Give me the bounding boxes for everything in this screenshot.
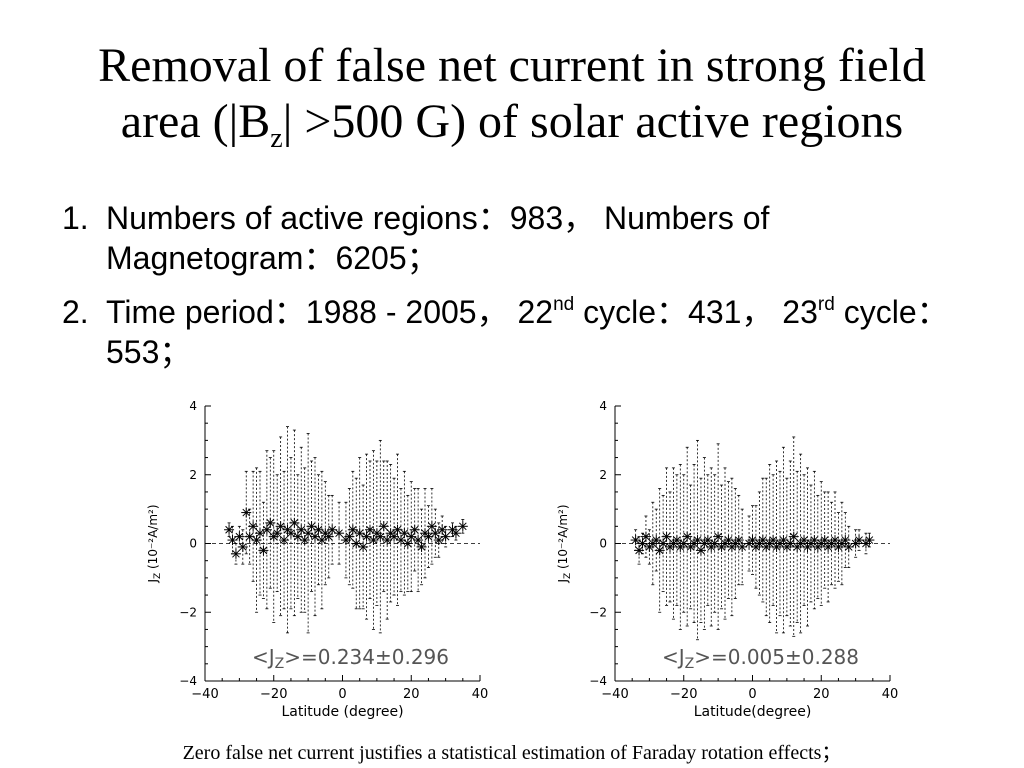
bullet-item: 1. Numbers of active regions：983， Numbers… <box>62 198 1002 278</box>
x-tick-label: −40 <box>191 687 218 702</box>
x-axis-label: Latitude (degree) <box>281 704 403 720</box>
data-point <box>285 528 296 539</box>
y-tick-label: 0 <box>189 537 197 551</box>
data-point <box>334 528 345 539</box>
slide-caption: Zero false net current justifies a stati… <box>182 742 842 764</box>
chart-right: −4 −2 0 2 4 −40 −20 0 20 40 <JZ>=0.005±0.288 Latitu… <box>540 396 900 726</box>
data-point <box>630 535 641 546</box>
data-point <box>224 524 235 535</box>
ordinal-suffix: rd <box>817 294 835 315</box>
data-point <box>661 531 672 542</box>
ylabel-sub: Z <box>563 573 573 579</box>
y-axis-label: JZ (10⁻²A/m²) <box>146 504 163 583</box>
data-point <box>654 545 665 556</box>
annotation-post: >=0.234±0.296 <box>284 645 449 669</box>
bullet-text: Time period：1988 - 2005， 22 <box>106 294 554 330</box>
x-tick-label: 40 <box>882 687 899 702</box>
bullet-text: cycle：431， 23 <box>574 294 818 330</box>
y-tick-label: −2 <box>179 605 197 619</box>
annotation-sub: Z <box>685 656 695 672</box>
x-tick-label: 20 <box>813 687 830 702</box>
data-point <box>365 524 375 535</box>
annotation-pre: <J <box>662 645 685 669</box>
data-point <box>768 535 779 546</box>
mean-annotation: <JZ>=0.234±0.296 <box>252 645 449 672</box>
title-line-2-pre: area (|B <box>120 95 271 148</box>
data-point <box>399 528 410 539</box>
ylabel-unit: (10⁻²A/m²) <box>556 504 570 572</box>
bullet-list: 1. Numbers of active regions：983， Numbers… <box>62 198 1002 386</box>
data-point <box>306 521 317 532</box>
data-point <box>864 535 875 546</box>
data-point <box>682 531 693 542</box>
annotation-pre: <J <box>252 645 275 669</box>
slide-title: Removal of false net current in strong f… <box>0 38 1024 153</box>
bullet-text: Numbers of active regions：983， Numbers o… <box>106 200 770 276</box>
ordinal-suffix: nd <box>553 294 575 315</box>
ylabel-main: J <box>556 579 570 584</box>
annotation-sub: Z <box>275 656 285 672</box>
y-tick-label: −4 <box>179 674 197 688</box>
y-tick-label: −2 <box>589 605 607 619</box>
x-tick-label: 40 <box>472 687 489 702</box>
data-point <box>327 524 338 535</box>
x-tick-label: −20 <box>670 687 697 702</box>
x-tick-label: −20 <box>260 687 287 702</box>
bullet-item: 2. Time period：1988 - 2005， 22nd cycle：43… <box>62 292 1002 372</box>
title-subscript: z <box>270 123 283 154</box>
title-line-2-post: | >500 G) of solar active regions <box>282 95 904 148</box>
x-tick-label: −40 <box>601 687 628 702</box>
y-tick-label: 4 <box>189 399 197 413</box>
bullet-text: cycle：553； <box>106 294 949 370</box>
y-tick-label: −4 <box>589 674 607 688</box>
data-point <box>244 531 255 542</box>
y-tick-label: 4 <box>599 399 607 413</box>
data-point <box>258 545 269 556</box>
y-tick-label: 0 <box>599 537 607 551</box>
data-point <box>241 507 252 518</box>
bullet-number: 1. <box>62 200 89 236</box>
x-tick-label: 20 <box>403 687 420 702</box>
data-point <box>303 528 314 539</box>
title-line-2: area (|Bz| >500 G) of solar active regio… <box>0 94 1024 153</box>
data-point <box>230 548 241 559</box>
y-tick-label: 2 <box>599 468 607 482</box>
x-tick-label: 0 <box>338 687 346 702</box>
data-point <box>658 538 669 549</box>
title-line-1: Removal of false net current in strong f… <box>98 39 926 92</box>
data-point <box>713 531 724 542</box>
bullet-number: 2. <box>62 294 89 330</box>
data-point <box>416 541 427 552</box>
data-point <box>375 531 386 542</box>
data-point <box>234 531 245 542</box>
data-point <box>361 531 372 542</box>
y-tick-label: 2 <box>189 468 197 482</box>
data-point <box>409 524 420 535</box>
ylabel-sub: Z <box>153 573 163 579</box>
x-axis-label: Latitude(degree) <box>694 704 812 720</box>
annotation-post: >=0.005±0.288 <box>694 645 859 669</box>
mean-annotation: <JZ>=0.005±0.288 <box>662 645 859 672</box>
y-axis-label: JZ (10⁻²A/m²) <box>556 504 573 583</box>
ylabel-unit: (10⁻²A/m²) <box>146 504 160 572</box>
data-point <box>237 541 248 552</box>
data-point <box>450 528 461 539</box>
ylabel-main: J <box>146 579 160 584</box>
x-tick-label: 0 <box>748 687 756 702</box>
chart-left: −4 −2 0 2 4 −40 −20 0 20 40 <JZ>=0.234±0.296 Latitu… <box>130 396 490 726</box>
data-point <box>440 531 451 542</box>
data-point <box>457 521 468 532</box>
data-point <box>296 524 307 535</box>
data-point <box>640 531 651 542</box>
data-point <box>248 521 259 532</box>
